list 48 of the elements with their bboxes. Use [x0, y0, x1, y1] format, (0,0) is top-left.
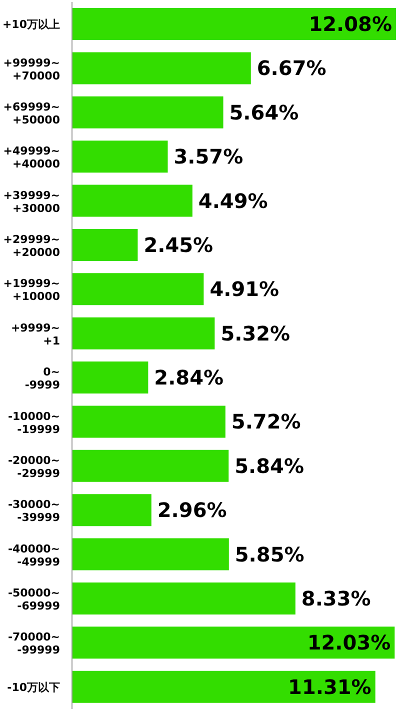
y-tick-label: +49999~ +40000	[3, 144, 60, 171]
bar	[72, 538, 229, 570]
data-label: 4.91%	[210, 277, 280, 302]
bar	[72, 52, 251, 84]
y-tick-label: -10万以下	[7, 680, 60, 694]
data-label: 12.08%	[308, 12, 392, 36]
y-tick-label: -10000~ -19999	[8, 410, 60, 436]
data-label: 4.49%	[198, 188, 268, 213]
data-label: 3.57%	[174, 144, 244, 169]
bar	[72, 670, 376, 703]
data-label: 5.85%	[234, 542, 304, 566]
data-label: 2.45%	[144, 232, 214, 257]
y-tick-label: -40000~ -49999	[8, 542, 60, 568]
bar	[72, 273, 204, 306]
y-tick-label: +19999~ +10000	[3, 277, 60, 304]
y-tick-label: -20000~ -29999	[8, 454, 60, 480]
bar	[72, 582, 296, 614]
bar	[72, 96, 224, 128]
bar	[72, 317, 215, 350]
bar	[72, 184, 192, 217]
data-label: 2.84%	[154, 366, 224, 390]
data-label: 12.03%	[307, 630, 391, 655]
y-tick-label: -70000~ -99999	[8, 630, 60, 657]
y-tick-label: +39999~ +30000	[3, 188, 60, 215]
data-label: 5.84%	[234, 454, 304, 478]
bar	[72, 450, 229, 482]
y-tick-label: +29999~ +20000	[3, 233, 60, 260]
y-tick-label: +10万以上	[2, 18, 60, 32]
data-label: 5.64%	[229, 100, 299, 124]
y-tick-label: +99999~ +70000	[3, 56, 60, 82]
y-tick-label: +69999~ +50000	[3, 100, 60, 126]
data-label: 11.31%	[288, 674, 372, 699]
data-label: 5.32%	[220, 321, 290, 346]
data-label: 6.67%	[256, 56, 326, 80]
y-tick-label: -50000~ -69999	[8, 586, 60, 613]
y-tick-label: 0~ -9999	[24, 366, 60, 392]
bar	[72, 626, 395, 659]
data-label: 2.96%	[157, 498, 227, 522]
bar	[72, 8, 396, 40]
bar	[72, 228, 138, 261]
bar	[72, 494, 152, 526]
bar	[72, 406, 226, 438]
data-label: 5.72%	[231, 410, 301, 434]
bar	[72, 140, 168, 173]
bar	[72, 362, 148, 394]
data-label: 8.33%	[301, 586, 371, 610]
y-tick-label: -30000~ -39999	[8, 498, 60, 524]
y-tick-label: +9999~ +1	[10, 321, 60, 348]
